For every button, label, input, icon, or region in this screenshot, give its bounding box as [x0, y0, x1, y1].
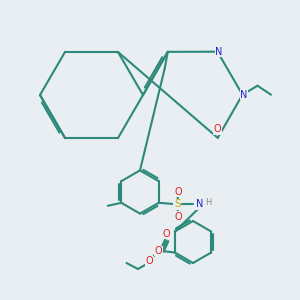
Text: N: N: [196, 199, 203, 209]
Text: N: N: [215, 47, 223, 57]
Text: O: O: [174, 187, 182, 197]
Text: N: N: [240, 90, 248, 100]
Text: H: H: [205, 198, 211, 207]
Text: O: O: [174, 212, 182, 222]
Text: O: O: [154, 246, 162, 256]
Text: O: O: [163, 229, 170, 239]
Text: O: O: [214, 124, 222, 134]
Text: O: O: [146, 256, 153, 266]
Text: S: S: [174, 199, 181, 209]
